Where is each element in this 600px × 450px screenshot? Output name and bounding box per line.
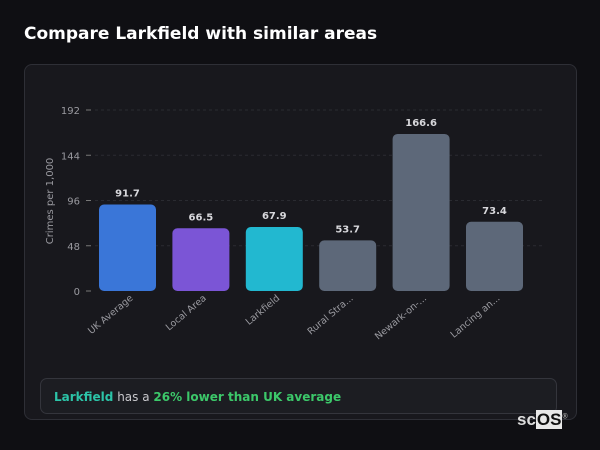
bar <box>319 240 377 291</box>
y-tick-label: 48 <box>67 242 80 253</box>
data-label: 67.9 <box>262 211 287 222</box>
x-tick-label: Rural Stra... <box>306 293 356 338</box>
bar <box>466 221 523 291</box>
x-tick-label: UK Average <box>86 293 135 337</box>
data-label: 91.7 <box>115 189 140 200</box>
y-tick-label: 0 <box>74 287 80 298</box>
y-axis-label: Crimes per 1,000 <box>45 158 56 245</box>
data-label: 53.7 <box>335 224 360 235</box>
bar <box>392 133 450 291</box>
y-tick-label: 192 <box>61 106 80 117</box>
data-label: 66.5 <box>189 212 214 223</box>
data-label: 73.4 <box>482 206 507 217</box>
bar <box>245 226 303 291</box>
summary-text: has a <box>113 390 154 404</box>
x-tick-label: Local Area <box>164 293 209 333</box>
x-tick-label: Larkfield <box>244 293 283 328</box>
page-title: Compare Larkfield with similar areas <box>24 24 378 44</box>
x-tick-label: Lancing an... <box>449 293 503 341</box>
scos-logo: scOS® <box>517 410 568 429</box>
summary-area: Larkfield <box>54 390 114 404</box>
summary-box: Larkfield has a 26% lower than UK averag… <box>40 378 557 414</box>
data-label: 166.6 <box>405 118 437 129</box>
bar <box>172 228 230 291</box>
summary-comparison: 26% lower than UK average <box>153 390 342 404</box>
y-tick-label: 96 <box>67 197 80 208</box>
x-tick-label: Newark-on-... <box>373 293 429 342</box>
y-tick-label: 144 <box>61 151 80 162</box>
bar <box>99 204 156 291</box>
